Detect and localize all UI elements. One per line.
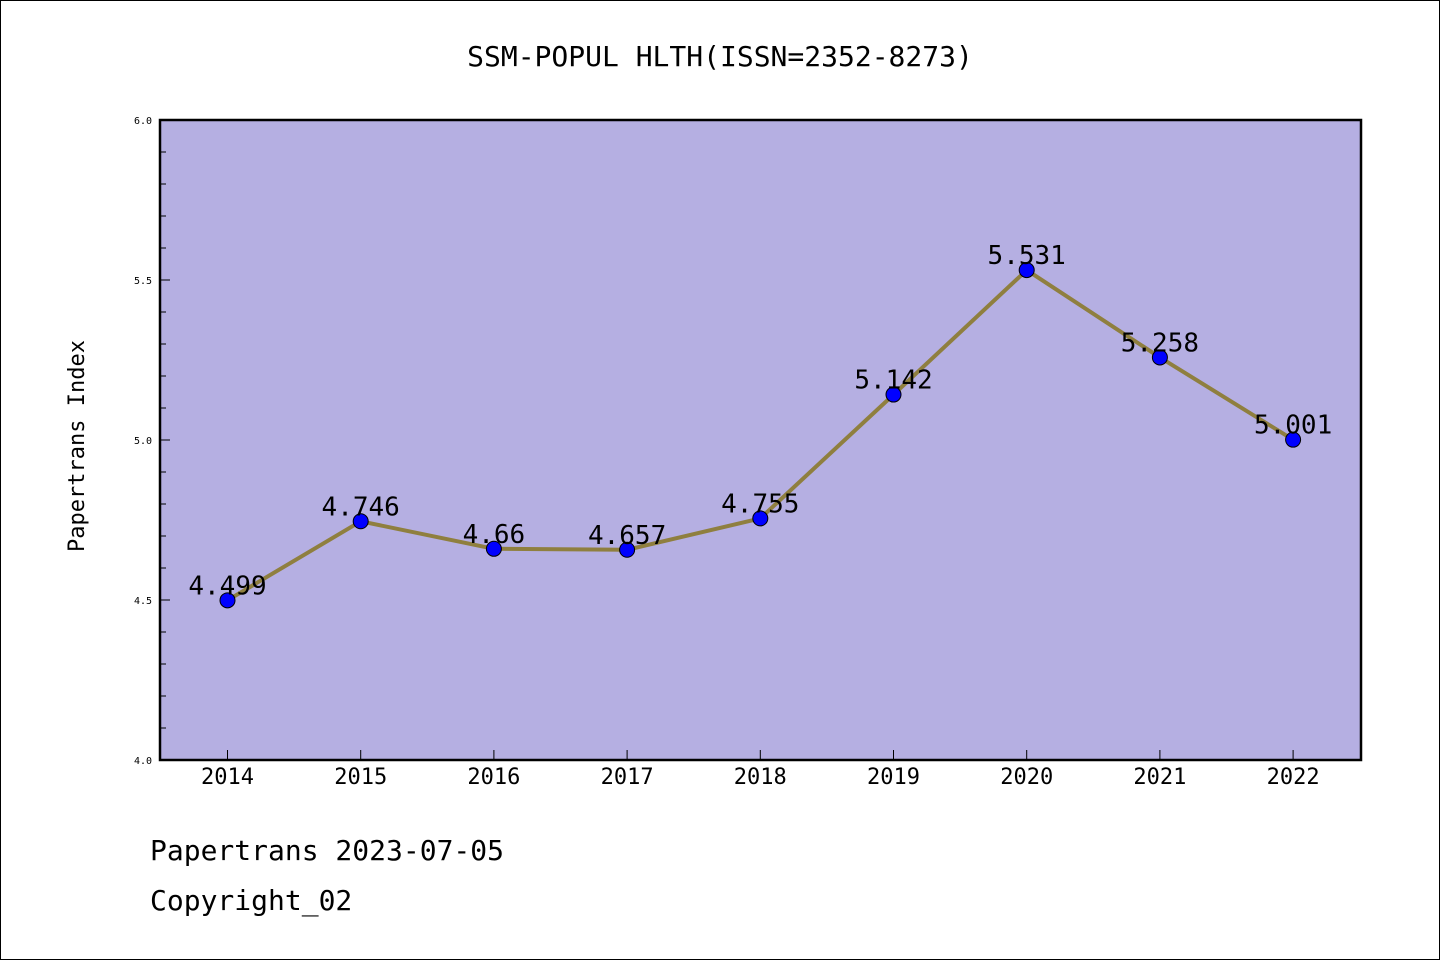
- data-marker: [485, 540, 502, 557]
- y-tick-label: 4.5: [134, 596, 152, 607]
- x-ticks: [227, 750, 1294, 760]
- y-minor-ticks: [160, 119, 170, 761]
- y-tick-labels: 4.0 4.5 5.0 5.5 6.0: [134, 116, 152, 767]
- data-marker: [1151, 349, 1168, 366]
- data-label: 4.657: [588, 521, 666, 551]
- x-tick-label: 2021: [1133, 765, 1186, 790]
- data-marker: [219, 592, 236, 609]
- data-marker: [1018, 262, 1035, 279]
- data-label: 4.499: [188, 571, 266, 601]
- y-tick-label: 5.5: [134, 276, 152, 287]
- x-tick-labels: 2014 2015 2016 2017 2018 2019 2020 2021 2022: [201, 765, 1320, 790]
- y-axis-label: Papertrans Index: [65, 340, 90, 552]
- x-tick-label: 2016: [467, 765, 520, 790]
- data-marker: [1285, 431, 1302, 448]
- x-tick-label: 2022: [1267, 765, 1320, 790]
- data-label: 4.66: [463, 520, 526, 550]
- data-label: 5.258: [1121, 328, 1199, 358]
- data-label: 5.001: [1254, 411, 1332, 441]
- data-marker: [619, 541, 636, 558]
- x-tick-label: 2015: [334, 765, 387, 790]
- y-tick-label: 5.0: [134, 436, 152, 447]
- data-marker: [885, 386, 902, 403]
- data-labels: 4.499 4.746 4.66 4.657 4.755 5.142 5.531 5.258 5…: [188, 241, 1332, 601]
- data-label: 5.531: [988, 241, 1066, 271]
- data-label: 4.746: [322, 492, 400, 522]
- x-tick-label: 2017: [601, 765, 654, 790]
- x-tick-label: 2020: [1000, 765, 1053, 790]
- y-tick-label: 6.0: [134, 116, 152, 127]
- data-marker: [352, 513, 369, 530]
- footer-date: Papertrans 2023-07-05: [150, 834, 505, 867]
- data-label: 5.142: [854, 366, 932, 396]
- footer-copyright: Copyright_02: [150, 884, 353, 917]
- chart-title: SSM-POPUL HLTH(ISSN=2352-8273): [467, 40, 973, 73]
- y-tick-label: 4.0: [134, 756, 152, 767]
- x-tick-label: 2018: [734, 765, 787, 790]
- plot-area: [158, 118, 1363, 762]
- data-marker: [752, 510, 769, 527]
- x-tick-label: 2014: [201, 765, 254, 790]
- data-markers: [219, 262, 1302, 609]
- x-tick-label: 2019: [867, 765, 920, 790]
- data-label: 4.755: [721, 489, 799, 519]
